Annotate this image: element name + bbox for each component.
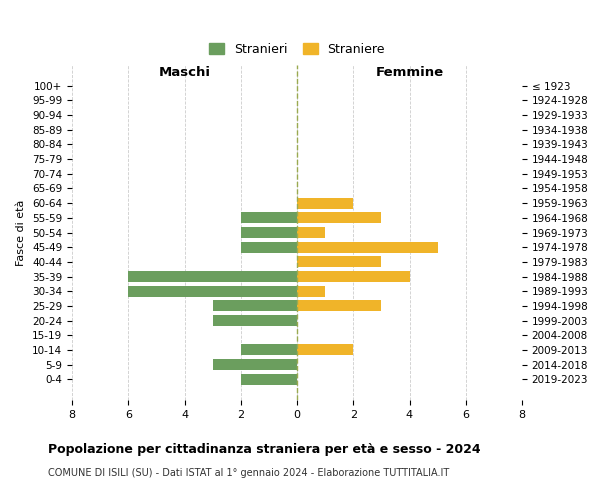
Bar <box>241 344 297 356</box>
Bar <box>297 242 437 252</box>
Bar <box>297 212 382 224</box>
Bar <box>297 271 409 282</box>
Bar <box>128 286 297 296</box>
Text: COMUNE DI ISILI (SU) - Dati ISTAT al 1° gennaio 2024 - Elaborazione TUTTITALIA.I: COMUNE DI ISILI (SU) - Dati ISTAT al 1° … <box>48 468 449 477</box>
Bar <box>241 374 297 385</box>
Text: Maschi: Maschi <box>158 66 211 79</box>
Bar <box>241 227 297 238</box>
Bar <box>297 286 325 296</box>
Bar <box>128 271 297 282</box>
Text: Popolazione per cittadinanza straniera per età e sesso - 2024: Popolazione per cittadinanza straniera p… <box>48 442 481 456</box>
Bar <box>241 212 297 224</box>
Text: Femmine: Femmine <box>376 66 443 79</box>
Bar <box>212 315 297 326</box>
Bar <box>241 242 297 252</box>
Bar <box>297 198 353 208</box>
Bar <box>297 227 325 238</box>
Legend: Stranieri, Straniere: Stranieri, Straniere <box>204 38 390 60</box>
Bar <box>297 300 382 312</box>
Y-axis label: Fasce di età: Fasce di età <box>16 200 26 266</box>
Bar <box>212 359 297 370</box>
Bar <box>297 344 353 356</box>
Bar <box>212 300 297 312</box>
Bar <box>297 256 382 268</box>
